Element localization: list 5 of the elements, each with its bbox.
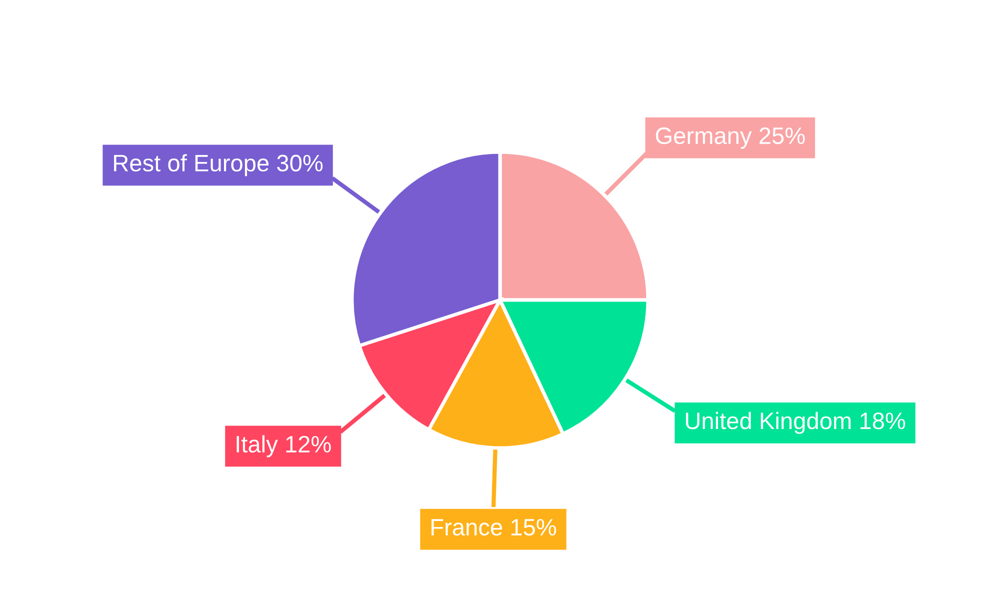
slice-label: Germany 25% — [656, 127, 805, 149]
slice-label: Rest of Europe 30% — [114, 154, 323, 176]
slice-label: France 15% — [432, 519, 556, 536]
slice-label: United Kingdom 18% — [686, 412, 906, 434]
slice-label: Italy 12% — [236, 435, 331, 458]
